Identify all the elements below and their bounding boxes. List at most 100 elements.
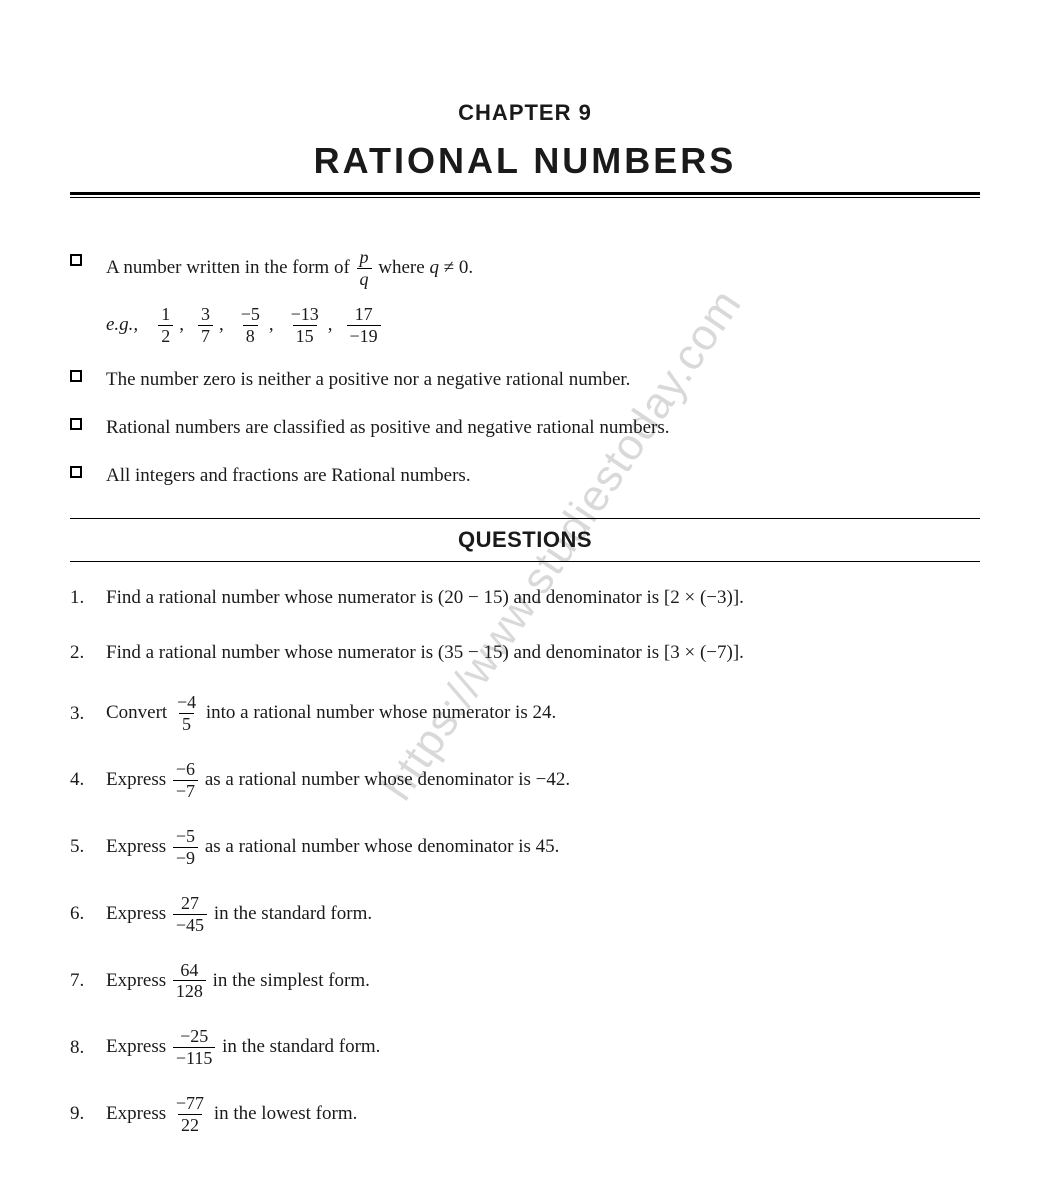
separator: , (328, 314, 333, 336)
question-segment: Express (106, 969, 171, 990)
fraction-numerator: −5 (238, 305, 263, 325)
separator: , (269, 314, 274, 336)
question-item: 4. Express −6−7 as a rational number who… (70, 760, 980, 801)
bullet-icon (70, 254, 82, 266)
example-row: e.g., 12, 37, −58, −1315, 17−19 (106, 305, 980, 346)
question-number: 9. (70, 1100, 106, 1129)
fraction-numerator: −4 (174, 693, 199, 713)
bullet-icon (70, 418, 82, 430)
question-item: 1. Find a rational number whose numerato… (70, 584, 980, 613)
separator: , (179, 314, 184, 336)
note-item: Rational numbers are classified as posit… (70, 412, 980, 444)
fraction: 17−19 (347, 305, 381, 346)
question-number: 7. (70, 967, 106, 996)
fraction: −58 (238, 305, 263, 346)
fraction-denominator: −7 (173, 780, 198, 801)
question-segment: into a rational number whose numerator i… (206, 702, 556, 723)
question-segment: as a rational number whose denominator i… (205, 769, 570, 790)
note-segment: A number written in the form of (106, 257, 355, 278)
note-text: All integers and fractions are Rational … (106, 460, 980, 492)
note-segment: ≠ 0. (444, 257, 473, 278)
question-segment: Express (106, 769, 171, 790)
question-text: Find a rational number whose numerator i… (106, 584, 980, 613)
question-text: Express 64128 in the simplest form. (106, 961, 980, 1002)
chapter-title: RATIONAL NUMBERS (70, 140, 980, 182)
question-item: 7. Express 64128 in the simplest form. (70, 961, 980, 1002)
note-item: All integers and fractions are Rational … (70, 460, 980, 492)
question-text: Convert −45 into a rational number whose… (106, 693, 980, 734)
question-text: Express 27−45 in the standard form. (106, 894, 980, 935)
note-text: The number zero is neither a positive no… (106, 364, 980, 396)
question-segment: in the standard form. (214, 903, 372, 924)
question-item: 2. Find a rational number whose numerato… (70, 639, 980, 668)
fraction-denominator: −115 (173, 1047, 215, 1068)
question-segment: in the simplest form. (213, 969, 370, 990)
example-label: e.g., (106, 314, 138, 336)
fraction-numerator: −25 (177, 1027, 211, 1047)
note-segment: where (378, 257, 429, 278)
question-number: 8. (70, 1034, 106, 1063)
fraction: −1315 (288, 305, 322, 346)
note-item: A number written in the form of p q wher… (70, 248, 980, 289)
note-text: A number written in the form of p q wher… (106, 248, 980, 289)
note-item: The number zero is neither a positive no… (70, 364, 980, 396)
fraction-numerator: −5 (173, 827, 198, 847)
question-text: Express −6−7 as a rational number whose … (106, 760, 980, 801)
question-segment: in the lowest form. (214, 1103, 358, 1124)
chapter-label: CHAPTER 9 (70, 100, 980, 126)
fraction-denominator: 8 (243, 325, 258, 346)
question-segment: Express (106, 1036, 171, 1057)
question-item: 8. Express −25−115 in the standard form. (70, 1027, 980, 1068)
question-segment: Express (106, 1103, 171, 1124)
fraction-numerator: 27 (178, 894, 202, 914)
fraction-numerator: −13 (288, 305, 322, 325)
fraction-denominator: 15 (293, 325, 317, 346)
question-item: 5. Express −5−9 as a rational number who… (70, 827, 980, 868)
fraction-numerator: −6 (173, 760, 198, 780)
question-segment: in the standard form. (222, 1036, 380, 1057)
note-text: Rational numbers are classified as posit… (106, 412, 980, 444)
fraction-denominator: 128 (173, 980, 206, 1001)
fraction-numerator: 64 (177, 961, 201, 981)
question-text: Express −25−115 in the standard form. (106, 1027, 980, 1068)
fraction-numerator: 17 (352, 305, 376, 325)
fraction-denominator: 22 (178, 1114, 202, 1135)
fraction-denominator: 5 (179, 713, 194, 734)
bullet-icon (70, 370, 82, 382)
fraction: −6−7 (173, 760, 198, 801)
question-text: Express −5−9 as a rational number whose … (106, 827, 980, 868)
fraction: 12 (158, 305, 173, 346)
notes-section: A number written in the form of p q wher… (70, 248, 980, 492)
variable-q: q (429, 257, 439, 278)
fraction-denominator: −19 (347, 325, 381, 346)
questions-list: 1. Find a rational number whose numerato… (70, 584, 980, 1134)
fraction-numerator: p (357, 248, 372, 268)
question-item: 6. Express 27−45 in the standard form. (70, 894, 980, 935)
fraction: −25−115 (173, 1027, 215, 1068)
separator: , (219, 314, 224, 336)
question-number: 3. (70, 700, 106, 729)
question-number: 5. (70, 833, 106, 862)
fraction: 64128 (173, 961, 206, 1002)
question-segment: as a rational number whose denominator i… (205, 836, 560, 857)
fraction: −5−9 (173, 827, 198, 868)
fraction: 27−45 (173, 894, 207, 935)
question-segment: Express (106, 836, 171, 857)
fraction: p q (357, 248, 372, 289)
title-double-rule (70, 192, 980, 198)
fraction-numerator: 1 (158, 305, 173, 325)
question-text: Express −7722 in the lowest form. (106, 1094, 980, 1135)
question-number: 6. (70, 900, 106, 929)
question-item: 9. Express −7722 in the lowest form. (70, 1094, 980, 1135)
question-segment: Convert (106, 702, 172, 723)
question-number: 4. (70, 766, 106, 795)
section-rule-bottom (70, 561, 980, 562)
fraction-denominator: −9 (173, 847, 198, 868)
fraction: −45 (174, 693, 199, 734)
fraction-denominator: q (357, 268, 372, 289)
fraction-denominator: 2 (158, 325, 173, 346)
fraction: −7722 (173, 1094, 207, 1135)
fraction: 37 (198, 305, 213, 346)
question-segment: Express (106, 903, 171, 924)
fraction-denominator: −45 (173, 914, 207, 935)
